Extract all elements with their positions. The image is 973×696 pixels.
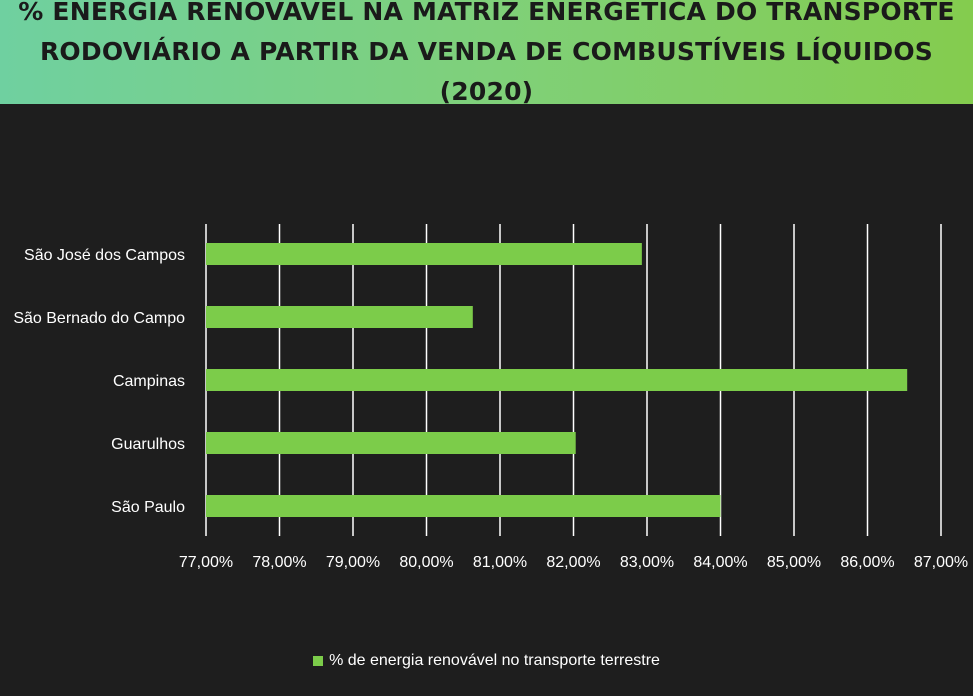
bar [206,369,908,391]
chart-title: % ENERGIA RENOVÁVEL NA MATRIZ ENERGÉTICA… [0,0,973,112]
x-tick-label: 81,00% [473,554,527,571]
bar [206,432,576,454]
category-label: São Paulo [111,499,185,516]
bar-chart: São José dos Campos São Bernado do Campo C… [13,224,968,571]
chart-title-line-2: RODOVIÁRIO A PARTIR DA VENDA DE COMBUSTÍ… [39,37,934,106]
x-tick-label: 77,00% [179,554,233,571]
legend-swatch [313,656,324,666]
category-label: São Bernado do Campo [13,310,185,327]
category-labels: São José dos Campos São Bernado do Campo C… [13,247,185,516]
title-banner: % ENERGIA RENOVÁVEL NA MATRIZ ENERGÉTICA… [0,0,973,106]
x-tick-labels: 77,00% 78,00% 79,00% 80,00% 81,00% 82,00% 83,0… [179,554,968,571]
legend: % de energia renovável no transporte ter… [0,650,973,672]
bars [206,243,908,517]
x-tick-label: 86,00% [840,554,894,571]
category-label: São José dos Campos [24,247,185,264]
x-tick-label: 85,00% [767,554,821,571]
x-tick-label: 87,00% [914,554,968,571]
x-tick-label: 80,00% [399,554,453,571]
chart-title-line-1: % ENERGIA RENOVÁVEL NA MATRIZ ENERGÉTICA… [18,0,955,26]
x-tick-label: 82,00% [546,554,600,571]
legend-label: % de energia renovável no transporte ter… [329,652,660,669]
x-tick-label: 83,00% [620,554,674,571]
bar [206,243,642,265]
category-label: Campinas [113,373,185,390]
bar [206,306,473,328]
x-tick-label: 79,00% [326,554,380,571]
bar [206,495,721,517]
x-tick-label: 78,00% [252,554,306,571]
x-tick-label: 84,00% [693,554,747,571]
category-label: Guarulhos [111,436,185,453]
